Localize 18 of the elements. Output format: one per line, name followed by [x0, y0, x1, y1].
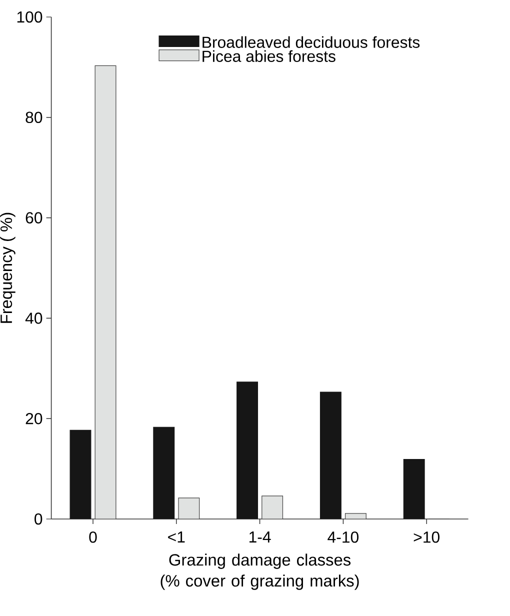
legend-label: Broadleaved deciduous forests	[202, 36, 420, 48]
y-tick-label: 80	[26, 112, 42, 124]
legend-label: Picea abies forests	[202, 50, 336, 62]
y-tick-label: 100	[17, 11, 42, 23]
y-tick-label: 40	[25, 312, 42, 324]
x-tick-label: 0	[89, 532, 97, 543]
bar	[94, 65, 116, 519]
y-tick-label: 20	[26, 412, 42, 424]
y-axis-title: Frequency ( %)	[0, 212, 16, 323]
x-tick-label: >10	[414, 532, 440, 543]
bar	[262, 496, 284, 519]
x-tick-label: 4-10	[328, 532, 359, 543]
x-tick-label: 1-4	[250, 532, 271, 542]
x-axis-title: Grazing damage classes (% cover of grazing marks)	[160, 554, 359, 590]
y-tick-label: 0	[34, 513, 42, 525]
y-tick-label: 60	[26, 212, 42, 224]
x-tick-label: <1	[168, 532, 185, 542]
bar	[178, 498, 200, 519]
